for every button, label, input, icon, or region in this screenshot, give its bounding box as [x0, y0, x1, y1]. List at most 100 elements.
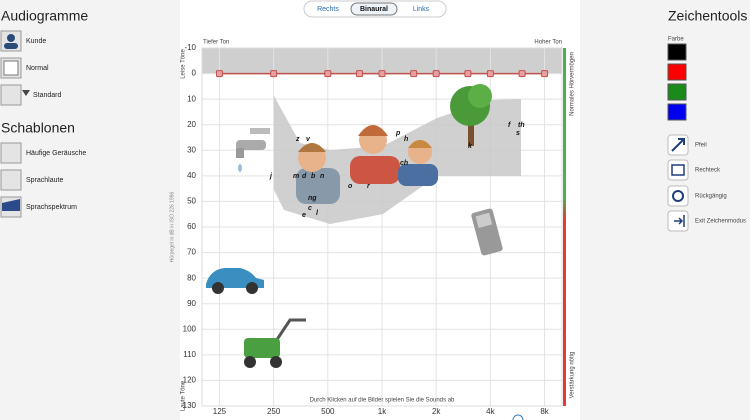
- audiogram-point[interactable]: [378, 70, 386, 78]
- y-tick-label: 20: [187, 120, 196, 129]
- tool-label[interactable]: Pfeil: [695, 143, 707, 149]
- rect-glyph: [671, 164, 685, 176]
- tree-icon[interactable]: [450, 84, 492, 146]
- speech-sound[interactable]: n: [320, 173, 324, 180]
- y-tick-label: 130: [183, 401, 197, 410]
- dropdown-arrow[interactable]: [22, 90, 30, 96]
- normal-glyph: [3, 60, 19, 76]
- color-swatch[interactable]: [667, 63, 687, 81]
- speech-sound[interactable]: j: [269, 173, 273, 180]
- user-glyph: [4, 43, 18, 49]
- audiogram-point[interactable]: [464, 70, 472, 78]
- tab[interactable]: Rechts: [317, 6, 339, 13]
- template-item[interactable]: Häufige Geräusche: [26, 150, 86, 157]
- speech-sound[interactable]: r: [367, 183, 371, 190]
- y-tick-label: 60: [187, 222, 196, 231]
- speech-sound[interactable]: m: [293, 173, 299, 180]
- color-swatch[interactable]: [667, 83, 687, 101]
- speech-sound[interactable]: z: [295, 136, 300, 143]
- tab[interactable]: Binaural: [360, 6, 388, 13]
- color-swatch[interactable]: [667, 103, 687, 121]
- template-item[interactable]: Sprachlaute: [26, 177, 63, 184]
- active-tab: [350, 2, 398, 16]
- audiogram-point[interactable]: [270, 70, 278, 78]
- tool-icons[interactable]: [667, 134, 689, 232]
- audiogram-point[interactable]: [324, 70, 332, 78]
- scroll-handle[interactable]: [512, 414, 524, 420]
- audiogram-point[interactable]: [356, 70, 364, 78]
- chart-note: Durch Klicken auf die Bilder spielen Sie…: [310, 398, 455, 404]
- car-icon[interactable]: [206, 268, 264, 294]
- speech-sound[interactable]: h: [404, 136, 408, 143]
- tool-label[interactable]: Exit Zeichenmodus: [695, 219, 746, 225]
- audiogram-point[interactable]: [541, 70, 549, 78]
- x-tick-label: 2k: [432, 407, 441, 416]
- y-axis-title: Hörpegel in dB in ISO 226 1996: [169, 191, 175, 262]
- speech-sound[interactable]: o: [348, 183, 353, 190]
- speech-sound[interactable]: l: [316, 210, 319, 217]
- x-tick-label: 8k: [540, 407, 549, 416]
- low-tone: Tiefer Ton: [203, 40, 229, 46]
- color-label: Farbe: [668, 37, 684, 43]
- quiet-label: Leise Töne: [181, 49, 187, 79]
- audiogram-point[interactable]: [518, 70, 526, 78]
- speech-sound[interactable]: c: [308, 205, 312, 212]
- speech-sound[interactable]: th: [518, 122, 525, 129]
- section-title: Zeichentools: [668, 8, 747, 24]
- audiogram-item[interactable]: Kunde: [26, 38, 46, 45]
- tab[interactable]: Links: [413, 6, 430, 13]
- template-item[interactable]: Sprachspektrum: [26, 204, 77, 211]
- speech-sound[interactable]: d: [302, 173, 307, 180]
- y-tick-label: 40: [187, 171, 196, 180]
- woman-icon[interactable]: [350, 125, 400, 184]
- y-tick-label: 100: [183, 324, 197, 333]
- y-tick-label: 90: [187, 299, 196, 308]
- color-swatch[interactable]: [667, 43, 687, 61]
- audiogram-point[interactable]: [410, 70, 418, 78]
- plot-frame: [201, 47, 563, 407]
- loud-label: Laute Töne: [181, 380, 187, 411]
- spectrum-glyph: [2, 199, 20, 211]
- user-glyph: [7, 34, 15, 42]
- speech-sound[interactable]: f: [508, 122, 511, 129]
- arrow-glyph: [671, 138, 685, 152]
- tap-icon[interactable]: [236, 128, 270, 172]
- y-tick-label: 120: [183, 376, 197, 385]
- hearing-bar: [563, 48, 566, 406]
- amplify-label: Verstärkung nötig: [570, 352, 576, 399]
- audiogram-item[interactable]: Normal: [26, 65, 49, 72]
- tool-label[interactable]: Rückgängig: [695, 194, 727, 200]
- speech-sound[interactable]: ch: [400, 160, 408, 167]
- y-tick-label: 70: [187, 248, 196, 257]
- y-tick-label: 10: [187, 94, 196, 103]
- speech-sound[interactable]: k: [468, 143, 473, 150]
- audiogram-point[interactable]: [432, 70, 440, 78]
- y-tick-label: 50: [187, 197, 196, 206]
- speech-sound[interactable]: s: [516, 130, 520, 137]
- tool-label[interactable]: Rechteck: [695, 168, 721, 174]
- phone-icon[interactable]: [471, 208, 504, 256]
- normal-label: Normales Hörvermögen: [570, 52, 576, 116]
- y-tick-label: 80: [187, 273, 196, 282]
- audiogram-item[interactable]: Standard: [33, 92, 62, 99]
- x-tick-label: 250: [267, 407, 281, 416]
- y-tick-label: 30: [187, 145, 196, 154]
- speech-sound[interactable]: p: [395, 130, 401, 137]
- speech-sound[interactable]: e: [302, 212, 306, 219]
- speech-sound[interactable]: ng: [308, 195, 317, 202]
- undo-glyph: [672, 190, 684, 202]
- child-icon[interactable]: [398, 140, 438, 186]
- audiogram-point[interactable]: [486, 70, 494, 78]
- y-tick-label: 110: [183, 350, 196, 359]
- mower-icon[interactable]: [244, 318, 306, 368]
- x-tick-label: 500: [321, 407, 335, 416]
- speech-sound[interactable]: b: [311, 173, 316, 180]
- x-tick-label: 1k: [378, 407, 387, 416]
- audiogram-point[interactable]: [215, 70, 223, 78]
- speech-sound[interactable]: v: [306, 136, 311, 143]
- y-tick-label: -10: [184, 43, 196, 52]
- person-icon[interactable]: [296, 143, 340, 204]
- exit-glyph: [674, 215, 685, 227]
- section-title: Audiogramme: [1, 8, 88, 24]
